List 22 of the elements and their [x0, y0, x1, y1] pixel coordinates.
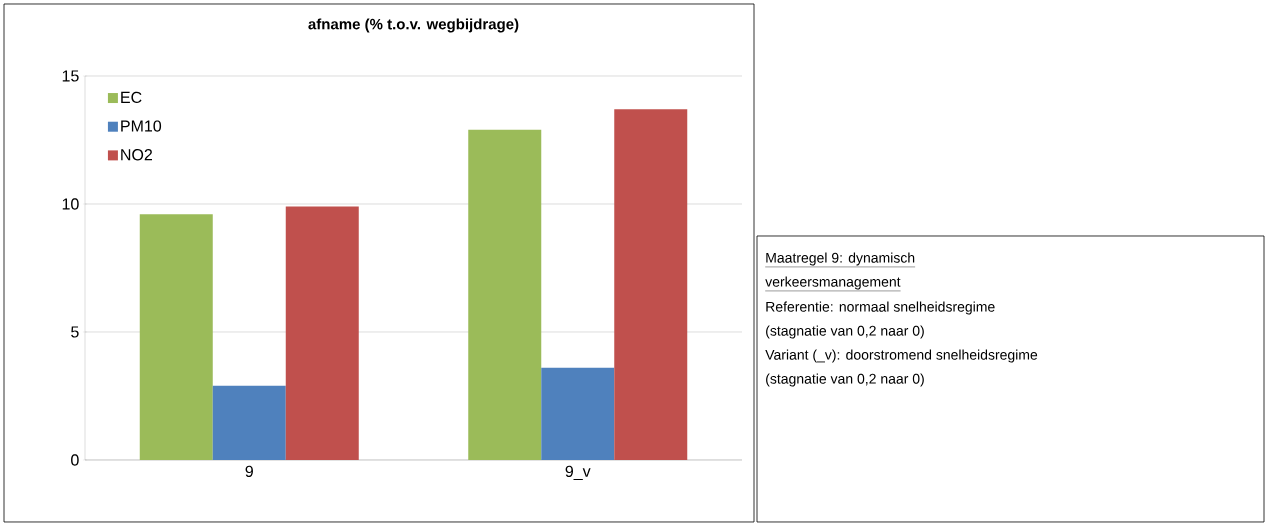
- legend-label: NO2: [121, 149, 153, 161]
- y-tick-label: 15: [62, 70, 79, 82]
- legend-label: EC: [121, 91, 142, 104]
- bar: [468, 129, 542, 460]
- x-tick-label: 9_v: [565, 465, 591, 481]
- bar: [212, 385, 286, 460]
- text: Referentie: normaal snelheidsregime: [766, 301, 995, 315]
- text: Maatregel 9: dynamisch: [766, 252, 915, 266]
- bar: [614, 109, 688, 460]
- bar: [139, 214, 213, 460]
- text: (stagnatie van 0,2 naar 0): [766, 373, 924, 387]
- bar: [541, 367, 615, 460]
- y-tick-label: 5: [71, 326, 79, 338]
- bar: [285, 206, 359, 460]
- x-tick-label: 9: [245, 465, 253, 477]
- legend-label: PM10: [121, 120, 162, 132]
- y-tick-label: 0: [71, 454, 79, 466]
- text: Variant (_v): doorstromend snelheidsregime: [765, 349, 1038, 363]
- text: (stagnatie van 0,2 naar 0): [766, 325, 924, 339]
- y-tick-label: 10: [62, 198, 79, 210]
- text: verkeersmanagement: [765, 276, 901, 290]
- chart-title: afname (% t.o.v. wegbijdrage): [308, 18, 519, 33]
